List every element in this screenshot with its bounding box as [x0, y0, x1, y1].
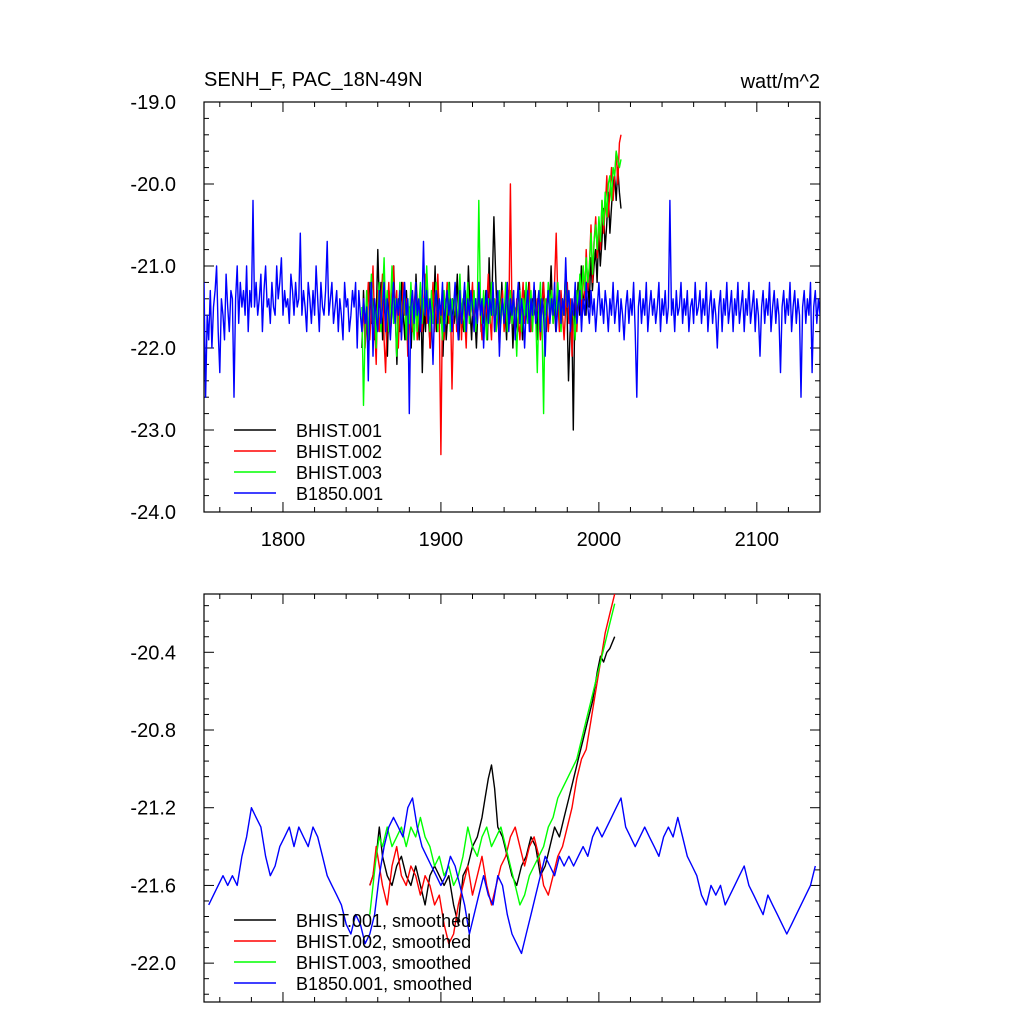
y-tick-label: -19.0 — [130, 92, 176, 114]
y-tick-label: -21.2 — [130, 798, 176, 820]
units-label: watt/m^2 — [740, 71, 820, 93]
series-group — [204, 134, 820, 456]
y-tick-label: -24.0 — [130, 502, 176, 524]
legend-label: BHIST.001 — [296, 421, 382, 441]
legend-label: B1850.001 — [296, 484, 383, 504]
y-tick-label: -20.0 — [130, 174, 176, 196]
y-tick-label: -22.0 — [130, 338, 176, 360]
series-group — [208, 594, 816, 955]
series-line-bhist-003-smoothed — [369, 603, 616, 915]
legend-label: BHIST.001, smoothed — [296, 911, 471, 931]
y-tick-label: -20.8 — [130, 720, 176, 742]
legend-label: BHIST.002, smoothed — [296, 932, 471, 952]
chart-title: SENH_F, PAC_18N-49N — [204, 69, 423, 91]
y-tick-label: -20.4 — [130, 642, 176, 664]
x-tick-label: 2000 — [577, 529, 622, 551]
legend-label: BHIST.003, smoothed — [296, 953, 471, 973]
plot-frame — [203, 593, 821, 1003]
legend-label: B1850.001, smoothed — [296, 974, 472, 994]
legend-label: BHIST.002 — [296, 442, 382, 462]
y-tick-label: -23.0 — [130, 420, 176, 442]
x-tick-label: 1800 — [261, 529, 306, 551]
y-tick-label: -21.0 — [130, 256, 176, 278]
x-tick-label: 2100 — [735, 529, 780, 551]
y-tick-label: -21.6 — [130, 875, 176, 897]
x-tick-label: 1900 — [419, 529, 464, 551]
series-line-b1850-001-smoothed — [208, 797, 816, 955]
bottom-panel: -22.0 -21.6 -21.2 -20.8 -20.4 BHIST.001, smoo… — [130, 593, 821, 1003]
y-tick-label: -22.0 — [130, 953, 176, 975]
series-line-b1850-001 — [204, 199, 820, 415]
legend-label: BHIST.003 — [296, 463, 382, 483]
top-panel: SENH_F, PAC_18N-49N watt/m^2 1800 1900 200… — [130, 69, 821, 551]
series-line-bhist-003 — [361, 150, 622, 415]
